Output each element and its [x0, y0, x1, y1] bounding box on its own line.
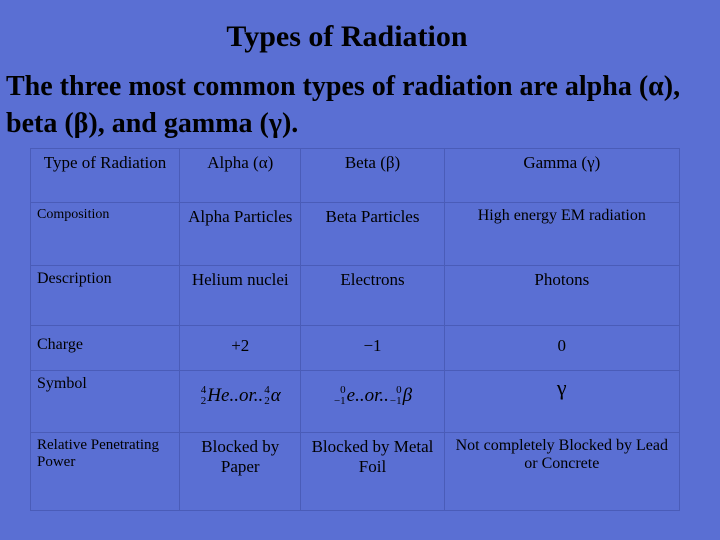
row-label: Relative Penetrating Power — [29, 432, 181, 511]
cell: High energy EM radiation — [443, 202, 681, 266]
header-cell: Type of Radiation — [29, 148, 181, 203]
atomic-number: −1 — [333, 395, 346, 407]
nuclide-numbers: 0 −1 — [334, 385, 346, 407]
particle: α — [270, 385, 281, 406]
atomic-number: −1 — [389, 395, 402, 407]
joiner: ..or.. — [229, 385, 264, 406]
slide-subtitle: The three most common types of radiation… — [6, 71, 681, 139]
element: He — [207, 385, 230, 406]
joiner: ..or.. — [355, 385, 389, 406]
header-cell: Gamma (γ) — [443, 148, 681, 203]
cell: Photons — [443, 265, 681, 326]
mass-number: 0 — [340, 384, 346, 396]
element: e — [346, 385, 356, 406]
mass-number: 0 — [396, 384, 402, 396]
header-cell: Alpha (α) — [179, 148, 302, 203]
cell: −1 — [300, 325, 445, 371]
radiation-table: Type of Radiation Alpha (α) Beta (β) Gam… — [29, 148, 681, 511]
cell: Blocked by Paper — [179, 432, 302, 511]
atomic-number: 2 — [264, 395, 270, 407]
mass-number: 4 — [200, 384, 207, 396]
cell: Electrons — [300, 265, 445, 326]
atomic-number: 2 — [200, 395, 207, 407]
mass-number: 4 — [264, 384, 270, 396]
cell: Not completely Blocked by Lead or Concre… — [443, 432, 681, 511]
slide-title: Types of Radiation — [226, 20, 468, 53]
cell: γ — [443, 370, 681, 433]
nuclide-numbers: 0 −1 — [390, 385, 402, 407]
cell: Helium nuclei — [179, 265, 302, 326]
row-label: Composition — [29, 202, 181, 266]
cell: Blocked by Metal Foil — [300, 432, 445, 511]
cell: +2 — [179, 325, 302, 371]
row-label: Symbol — [29, 370, 181, 433]
cell: Alpha Particles — [179, 202, 302, 266]
cell: 0 −1 e ..or.. 0 −1 β — [300, 370, 445, 433]
cell: Beta Particles — [300, 202, 445, 266]
nuclide-symbol: 0 −1 e ..or.. 0 −1 β — [333, 385, 412, 407]
row-label: Charge — [29, 325, 181, 371]
row-label: Description — [29, 265, 181, 326]
header-cell: Beta (β) — [300, 148, 445, 203]
particle: β — [402, 385, 413, 406]
cell: 0 — [443, 325, 681, 371]
